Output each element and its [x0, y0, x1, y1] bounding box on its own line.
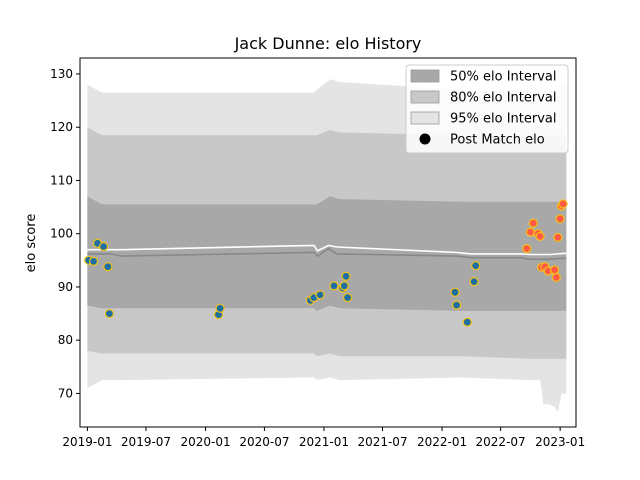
- data-point: [551, 272, 561, 282]
- y-tick-label: 70: [58, 386, 73, 400]
- x-tick-label: 2021-01: [299, 435, 349, 449]
- data-point: [525, 227, 536, 237]
- legend-label: 50% elo Interval: [450, 70, 557, 85]
- data-point: [315, 290, 325, 300]
- data-point: [452, 300, 462, 310]
- y-tick-label: 120: [50, 120, 73, 134]
- y-tick-label: 110: [50, 173, 73, 187]
- x-tick-label: 2021-07: [357, 435, 407, 449]
- legend-box: [405, 64, 569, 154]
- data-point: [343, 293, 353, 303]
- x-axis: 2019-01 2019-07 2020-01 2020-07 2021-01 2021-…: [62, 427, 585, 449]
- x-tick-label: 2019-01: [62, 435, 112, 449]
- legend-swatch: [410, 90, 440, 104]
- legend-swatch: [410, 69, 440, 83]
- data-point: [528, 218, 538, 228]
- data-point: [341, 271, 351, 281]
- x-tick-label: 2022-01: [417, 435, 467, 449]
- center-line: [87, 244, 567, 256]
- band-50: [87, 196, 567, 311]
- data-point: [522, 244, 532, 254]
- legend-swatch: [410, 111, 440, 125]
- x-tick-label: 2022-07: [476, 435, 526, 449]
- x-tick-label: 2020-07: [239, 435, 289, 449]
- median-line: [87, 247, 567, 261]
- data-point: [215, 303, 225, 313]
- y-axis-label: elo score: [24, 214, 39, 273]
- legend-marker: [419, 133, 431, 145]
- data-point: [103, 262, 113, 272]
- x-tick-label: 2023-01: [535, 435, 585, 449]
- x-tick-label: 2020-01: [180, 435, 230, 449]
- data-point: [98, 241, 109, 252]
- data-point: [549, 265, 560, 275]
- legend-label: 80% elo Interval: [450, 91, 557, 106]
- data-point: [104, 309, 115, 319]
- data-point: [329, 281, 339, 291]
- y-axis: 70 80 90 100 110 120 130: [50, 67, 80, 400]
- plot-area: [84, 79, 568, 413]
- data-point: [462, 317, 472, 327]
- data-point: [471, 261, 481, 271]
- data-point: [88, 256, 99, 266]
- data-point: [339, 281, 349, 291]
- legend-label: Post Match elo: [450, 133, 545, 148]
- x-tick-label: 2019-07: [121, 435, 171, 449]
- chart-title: Jack Dunne: elo History: [234, 34, 422, 53]
- data-point: [558, 199, 568, 209]
- y-tick-label: 80: [58, 333, 73, 347]
- data-point: [553, 232, 563, 242]
- data-point: [469, 277, 479, 287]
- y-tick-label: 100: [50, 227, 73, 241]
- legend: 50% elo Interval 80% elo Interval 95% elo …: [405, 64, 569, 154]
- legend-label: 95% elo Interval: [450, 112, 557, 127]
- data-point: [555, 214, 565, 224]
- y-tick-label: 90: [58, 280, 73, 294]
- data-point: [450, 287, 460, 297]
- y-tick-label: 130: [50, 67, 73, 81]
- axes-frame: [79, 57, 577, 428]
- data-point: [535, 231, 545, 241]
